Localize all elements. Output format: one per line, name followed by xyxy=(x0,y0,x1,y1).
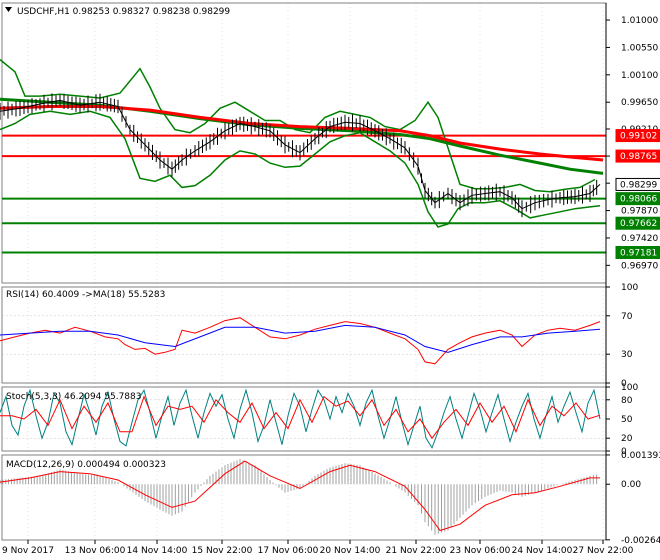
macd-title: MACD(12,26,9) 0.000494 0.000323 xyxy=(6,460,166,470)
macd-axis-tick-label-1: 0.00 xyxy=(621,480,641,490)
price-tag-bg-5 xyxy=(615,246,660,260)
stoch-title: Stoch(5,3,3) 46.2094 55.7883 xyxy=(6,392,141,402)
price-axis-tick-label-9: 0.96970 xyxy=(621,261,658,271)
rsi-axis-tick-label-0: 100 xyxy=(621,283,638,293)
price-series-bands_lower xyxy=(0,110,601,228)
price-tag-2: 0.98299 xyxy=(620,180,657,190)
price-axis-tick-label-3: 0.99650 xyxy=(621,98,658,108)
x-tick-label-1: 13 Nov 06:00 xyxy=(65,546,126,556)
stoch-series-1 xyxy=(0,395,601,440)
dropdown-arrow-icon[interactable] xyxy=(5,7,12,12)
price-title: USDCHF,H1 0.98253 0.98327 0.98238 0.9829… xyxy=(17,7,230,17)
price-series-ma_red xyxy=(0,105,604,162)
x-tick-label-6: 21 Nov 22:00 xyxy=(386,546,447,556)
price-axis-tick-label-7: 0.97870 xyxy=(621,207,658,217)
rsi-axis-tick-label-3: 0 xyxy=(621,379,627,389)
price-tag-1: 0.98765 xyxy=(620,152,657,162)
rsi-series-1 xyxy=(0,324,601,353)
stoch-axis-tick-label-3: 20 xyxy=(621,434,633,444)
macd-axis-tick-label-2: -0.002641 xyxy=(621,536,660,546)
price-tag-bg-3 xyxy=(615,192,660,206)
rsi-panel-frame xyxy=(1,286,607,384)
price-panel: 1.010001.005501.001000.996500.992100.987… xyxy=(0,2,660,284)
x-tick-label-4: 17 Nov 06:00 xyxy=(258,546,319,556)
macd-panel: 0.001393 0.00 -0.002641 xyxy=(0,451,660,546)
price-axis-tick-label-8: 0.97420 xyxy=(621,234,658,244)
x-tick-label-9: 27 Nov 22:00 xyxy=(573,546,634,556)
price-tag-0: 0.99102 xyxy=(620,132,657,142)
price-axis-tick-label-2: 1.00100 xyxy=(621,71,658,81)
price-tag-bg-4 xyxy=(615,216,660,230)
price-tag-3: 0.98066 xyxy=(620,195,657,205)
x-tick-label-8: 24 Nov 14:00 xyxy=(512,546,573,556)
price-tag-bg-1 xyxy=(615,149,660,163)
price-axis-tick-label-0: 1.01000 xyxy=(621,16,658,26)
grid-layer xyxy=(27,3,604,540)
x-tick-label-3: 15 Nov 22:00 xyxy=(192,546,253,556)
rsi-axis-tick-label-1: 70 xyxy=(621,312,633,322)
x-tick-label-5: 20 Nov 14:00 xyxy=(320,546,381,556)
price-series-bands_upper xyxy=(0,59,596,193)
macd-axis-tick-label-0: 0.001393 xyxy=(621,451,660,461)
stoch-axis-tick-label-4: 0 xyxy=(621,447,627,457)
price-axis-tick-label-1: 1.00550 xyxy=(621,43,658,53)
stoch-axis-tick-label-0: 100 xyxy=(621,383,638,393)
rsi-title: RSI(14) 60.4009 ->MA(18) 55.5283 xyxy=(6,290,165,300)
x-tick-label-2: 14 Nov 14:00 xyxy=(127,546,188,556)
x-tick-label-0: 9 Nov 2017 xyxy=(2,546,54,556)
price-tag-5: 0.97181 xyxy=(620,249,657,259)
axes-layer: 9 Nov 2017 13 Nov 06:00 14 Nov 14:00 15 Nov… xyxy=(2,3,634,556)
price-tag-bg-2 xyxy=(615,177,660,191)
x-tick-label-7: 23 Nov 06:00 xyxy=(450,546,511,556)
rsi-series-0 xyxy=(0,317,601,365)
price-tag-4: 0.97662 xyxy=(620,219,657,229)
macd-signal-line xyxy=(0,460,600,532)
price-tag-bg-0 xyxy=(615,129,660,143)
stoch-axis-tick-label-2: 50 xyxy=(621,415,633,425)
rsi-axis-tick-label-2: 30 xyxy=(621,350,633,360)
stoch-axis-tick-label-1: 80 xyxy=(621,396,633,406)
